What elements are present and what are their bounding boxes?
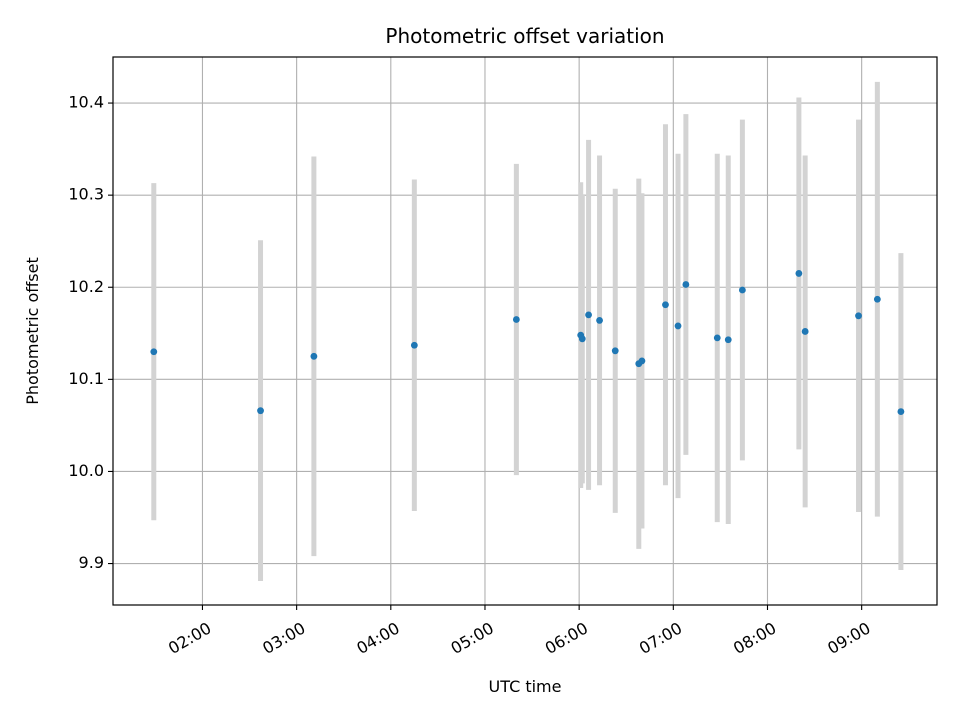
y-tick-label: 10.3: [68, 185, 104, 204]
data-point: [410, 341, 418, 349]
data-point: [801, 328, 809, 335]
data-point: [512, 316, 520, 323]
data-point: [585, 311, 592, 319]
data-point: [662, 301, 669, 309]
data-point: [578, 335, 586, 343]
data-point: [855, 312, 862, 320]
data-point: [897, 408, 905, 415]
data-point: [596, 317, 603, 324]
y-tick-label: 10.4: [68, 93, 104, 112]
y-tick-label: 10.1: [68, 369, 104, 388]
data-point: [873, 295, 881, 303]
y-tick-label: 9.9: [79, 553, 104, 572]
y-axis-label: Photometric offset: [23, 257, 42, 405]
y-tick-label: 10.0: [68, 461, 104, 480]
y-tick-label: 10.2: [68, 277, 104, 296]
chart-title: Photometric offset variation: [385, 24, 664, 48]
data-point: [257, 407, 264, 415]
data-point: [795, 270, 803, 277]
plot-frame: [112, 56, 938, 606]
data-point: [638, 357, 646, 365]
data-point: [150, 348, 158, 356]
x-axis-label: UTC time: [489, 677, 562, 696]
data-point: [738, 286, 746, 294]
data-point: [713, 334, 721, 342]
data-points: [150, 270, 905, 415]
data-point: [674, 322, 682, 330]
plot-area: [113, 57, 937, 605]
data-point: [611, 347, 619, 355]
data-point: [310, 352, 318, 360]
data-point: [724, 336, 732, 344]
data-point: [682, 281, 690, 288]
